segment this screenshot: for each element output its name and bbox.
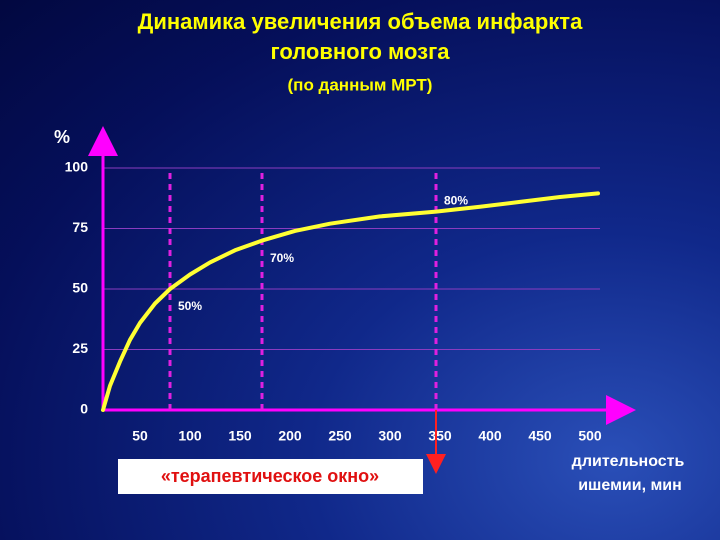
y-axis-label: % bbox=[54, 127, 70, 147]
x-axis-label: ишемии, мин bbox=[578, 477, 682, 494]
x-tick-label: 500 bbox=[578, 428, 602, 444]
y-tick-label: 100 bbox=[65, 159, 89, 175]
x-tick-label: 400 bbox=[478, 428, 502, 444]
callout-box bbox=[118, 459, 423, 494]
y-tick-label: 25 bbox=[72, 340, 88, 356]
x-tick-label: 300 bbox=[378, 428, 402, 444]
chart-title: головного мозга bbox=[270, 39, 450, 64]
line bbox=[101, 191, 600, 412]
y-tick-label: 75 bbox=[72, 219, 88, 235]
y-tick-label: 0 bbox=[80, 401, 88, 417]
x-tick-label: 250 bbox=[328, 428, 352, 444]
x-axis-label: длительность bbox=[572, 453, 685, 470]
x-tick-label: 150 bbox=[228, 428, 252, 444]
y-tick-label: 50 bbox=[72, 280, 88, 296]
x-tick-label: 450 bbox=[528, 428, 552, 444]
callout-text: «терапевтическое окно» bbox=[161, 466, 379, 486]
x-tick-label: 100 bbox=[178, 428, 202, 444]
chart-subtitle: (по данным МРТ) bbox=[288, 75, 433, 94]
x-tick-label: 50 bbox=[132, 428, 148, 444]
x-tick-label: 350 bbox=[428, 428, 452, 444]
annotation: 50% bbox=[178, 299, 202, 313]
annotation: 70% bbox=[270, 251, 294, 265]
x-tick-label: 200 bbox=[278, 428, 302, 444]
annotation: 80% bbox=[444, 194, 468, 208]
chart-title: Динамика увеличения объема инфаркта bbox=[138, 9, 583, 34]
